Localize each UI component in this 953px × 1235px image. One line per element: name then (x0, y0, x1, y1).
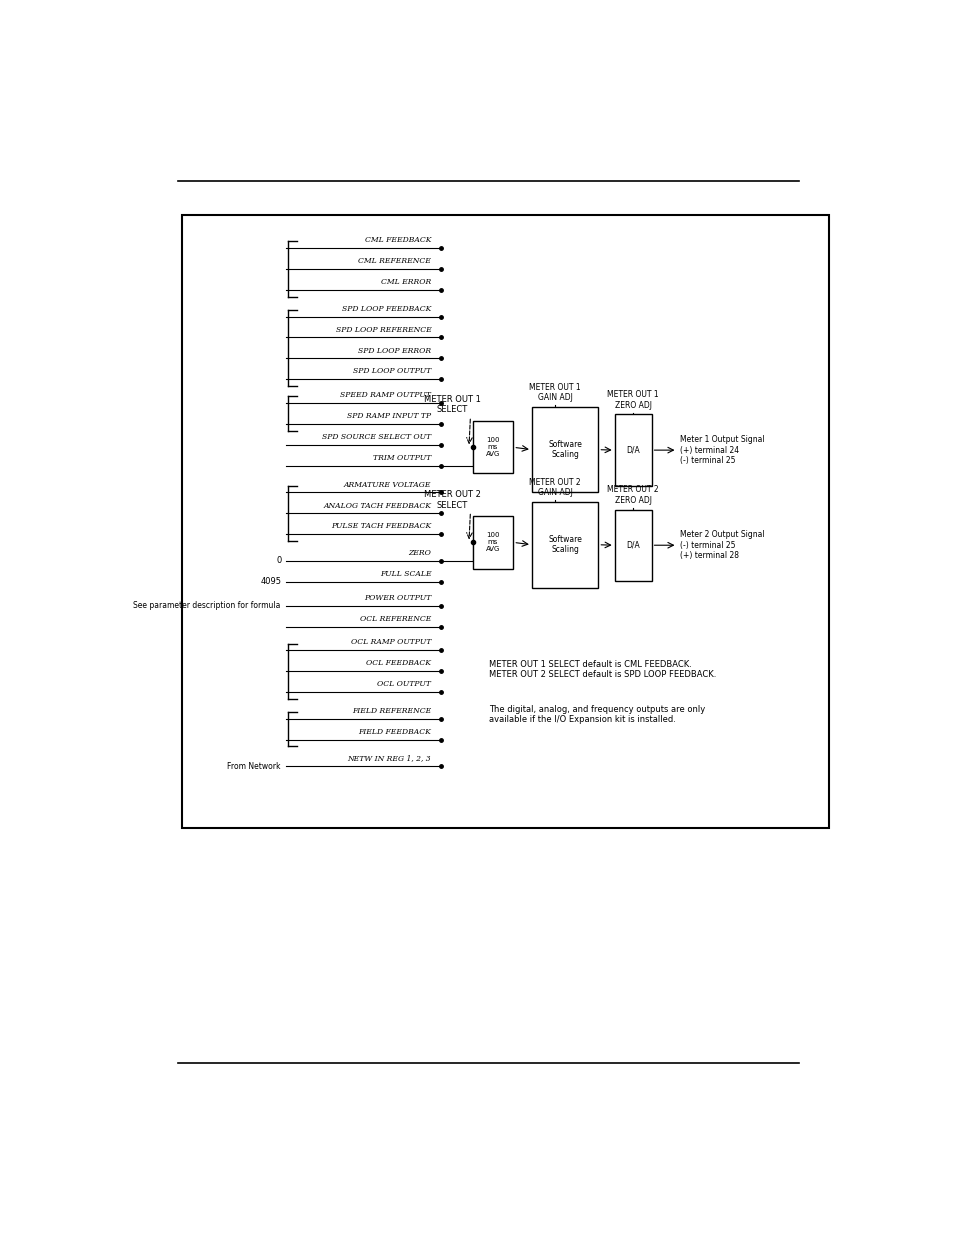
Text: ANALOG TACH FEEDBACK: ANALOG TACH FEEDBACK (323, 501, 431, 510)
Text: SPEED RAMP OUTPUT: SPEED RAMP OUTPUT (340, 391, 431, 399)
Text: METER OUT 1
GAIN ADJ: METER OUT 1 GAIN ADJ (529, 383, 580, 403)
Text: NETW IN REG 1, 2, 3: NETW IN REG 1, 2, 3 (347, 755, 431, 762)
Text: FIELD FEEDBACK: FIELD FEEDBACK (358, 727, 431, 736)
Text: See parameter description for formula: See parameter description for formula (132, 601, 280, 610)
Text: CML REFERENCE: CML REFERENCE (358, 257, 431, 266)
Text: OCL OUTPUT: OCL OUTPUT (377, 680, 431, 688)
Text: SPD LOOP REFERENCE: SPD LOOP REFERENCE (335, 326, 431, 333)
Bar (531, 501, 598, 588)
Text: FULL SCALE: FULL SCALE (379, 571, 431, 578)
Text: ZERO: ZERO (408, 550, 431, 557)
Text: OCL RAMP OUTPUT: OCL RAMP OUTPUT (351, 638, 431, 646)
Text: SPD LOOP ERROR: SPD LOOP ERROR (357, 347, 431, 354)
Bar (472, 421, 513, 473)
Text: SPD RAMP INPUT TP: SPD RAMP INPUT TP (347, 412, 431, 420)
Text: Software
Scaling: Software Scaling (548, 535, 581, 555)
Text: SPD LOOP OUTPUT: SPD LOOP OUTPUT (353, 368, 431, 375)
Text: POWER OUTPUT: POWER OUTPUT (364, 594, 431, 601)
Text: METER OUT 1 SELECT default is CML FEEDBACK.
METER OUT 2 SELECT default is SPD LO: METER OUT 1 SELECT default is CML FEEDBA… (488, 659, 716, 679)
Bar (614, 415, 651, 485)
Text: Software
Scaling: Software Scaling (548, 440, 581, 459)
Text: The digital, analog, and frequency outputs are only
available if the I/O Expansi: The digital, analog, and frequency outpu… (488, 704, 704, 724)
Text: SPD LOOP FEEDBACK: SPD LOOP FEEDBACK (341, 305, 431, 312)
Text: METER OUT 1
ZERO ADJ: METER OUT 1 ZERO ADJ (607, 390, 659, 410)
Text: CML ERROR: CML ERROR (380, 278, 431, 287)
Bar (182, 215, 828, 829)
Text: METER OUT 2
GAIN ADJ: METER OUT 2 GAIN ADJ (529, 478, 580, 498)
Bar (472, 516, 513, 568)
Text: D/A: D/A (625, 541, 639, 550)
Text: METER OUT 2
SELECT: METER OUT 2 SELECT (423, 490, 480, 510)
Text: From Network: From Network (227, 762, 280, 771)
Text: OCL REFERENCE: OCL REFERENCE (359, 615, 431, 622)
Text: D/A: D/A (625, 446, 639, 454)
Text: METER OUT 2
ZERO ADJ: METER OUT 2 ZERO ADJ (607, 485, 659, 505)
Text: 100
ms
AVG: 100 ms AVG (485, 437, 499, 457)
Text: Meter 1 Output Signal
(+) terminal 24
(-) terminal 25: Meter 1 Output Signal (+) terminal 24 (-… (679, 435, 763, 466)
Text: ARMATURE VOLTAGE: ARMATURE VOLTAGE (343, 480, 431, 489)
Text: 100
ms
AVG: 100 ms AVG (485, 532, 499, 552)
Text: CML FEEDBACK: CML FEEDBACK (364, 236, 431, 245)
Text: FIELD REFERENCE: FIELD REFERENCE (352, 706, 431, 715)
Text: SPD SOURCE SELECT OUT: SPD SOURCE SELECT OUT (322, 433, 431, 441)
Text: 4095: 4095 (260, 577, 282, 587)
Bar (531, 406, 598, 493)
Text: Meter 2 Output Signal
(-) terminal 25
(+) terminal 28: Meter 2 Output Signal (-) terminal 25 (+… (679, 530, 763, 561)
Text: 0: 0 (276, 557, 282, 566)
Text: OCL FEEDBACK: OCL FEEDBACK (366, 659, 431, 667)
Bar (614, 510, 651, 580)
Text: METER OUT 1
SELECT: METER OUT 1 SELECT (423, 395, 480, 415)
Text: TRIM OUTPUT: TRIM OUTPUT (373, 454, 431, 462)
Text: PULSE TACH FEEDBACK: PULSE TACH FEEDBACK (331, 522, 431, 531)
